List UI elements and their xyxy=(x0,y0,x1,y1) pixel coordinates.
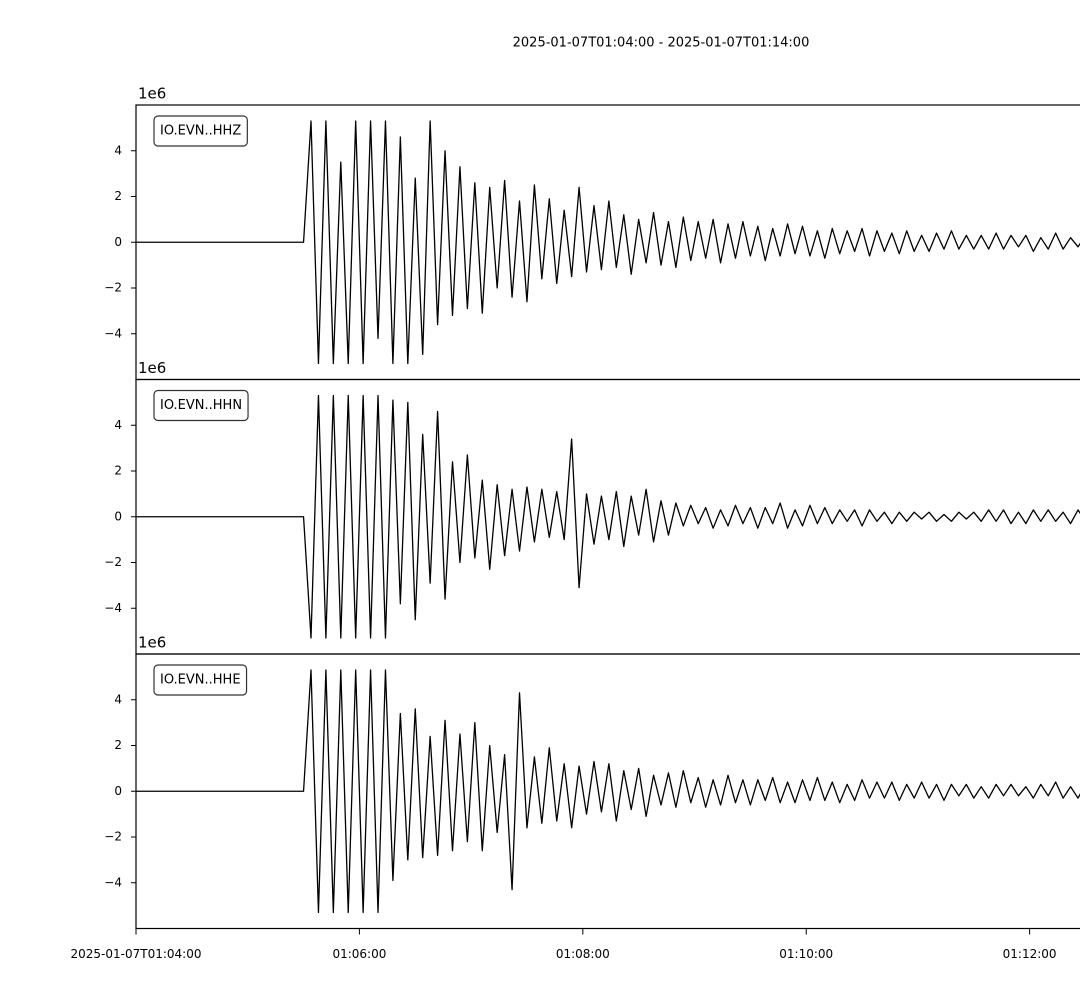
legend-box xyxy=(153,664,248,696)
legend-label: IO.EVN..HHN xyxy=(160,398,242,413)
y-tick-label: 2 xyxy=(114,189,122,203)
y-tick-label: −4 xyxy=(104,326,122,340)
y-tick-label: −2 xyxy=(104,830,122,844)
x-tick-label: 01:12:00 xyxy=(1003,947,1057,961)
waveform xyxy=(136,394,1080,639)
legend: IO.EVN..HHE xyxy=(153,664,248,696)
y-offset-label: 1e6 xyxy=(138,634,166,652)
x-tick-label: 01:10:00 xyxy=(779,947,833,961)
legend-label: IO.EVN..HHE xyxy=(160,673,241,688)
y-offset-label: 1e6 xyxy=(138,359,166,377)
x-tick-label: 2025-01-07T01:04:00 xyxy=(71,947,202,961)
y-tick-label: 4 xyxy=(114,418,122,432)
legend: IO.EVN..HHZ xyxy=(153,115,248,147)
waveform xyxy=(136,669,1080,914)
y-tick-label: 0 xyxy=(114,235,122,249)
waveform xyxy=(136,120,1080,365)
y-tick-label: −4 xyxy=(104,875,122,889)
x-tick-label: 01:06:00 xyxy=(332,947,386,961)
y-tick-label: 0 xyxy=(114,784,122,798)
y-tick-label: 2 xyxy=(114,464,122,478)
y-tick-label: 2 xyxy=(114,738,122,752)
y-offset-label: 1e6 xyxy=(138,85,166,103)
legend-label: IO.EVN..HHZ xyxy=(160,124,241,139)
y-tick-label: −2 xyxy=(104,555,122,569)
y-tick-label: −2 xyxy=(104,281,122,295)
y-tick-label: −4 xyxy=(104,601,122,615)
legend: IO.EVN..HHN xyxy=(153,389,249,422)
y-tick-label: 4 xyxy=(114,692,122,706)
y-tick-label: 4 xyxy=(114,143,122,157)
x-tick-label: 01:08:00 xyxy=(556,947,610,961)
y-tick-label: 0 xyxy=(114,509,122,523)
legend-box xyxy=(153,115,248,147)
chart-title: 2025-01-07T01:04:00 - 2025-01-07T01:14:0… xyxy=(513,36,810,51)
legend-box xyxy=(153,389,249,422)
